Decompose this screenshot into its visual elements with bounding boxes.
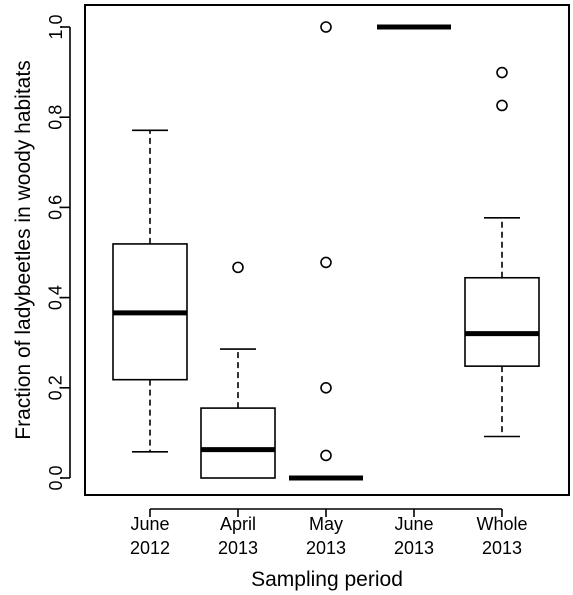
x-axis: June 2012 April 2013 May 2013 June 2013 Whole 201… — [130, 508, 528, 558]
y-axis-title: Fraction of ladybeetles in woody habitat… — [12, 60, 35, 439]
x-tick-label-line2: 2013 — [306, 538, 346, 558]
box-group — [289, 21, 363, 481]
box-group — [200, 261, 276, 479]
box-marks — [112, 21, 540, 481]
plot-frame — [84, 4, 570, 496]
x-tick-label-line2: 2013 — [394, 538, 434, 558]
x-tick-label-line2: 2013 — [218, 538, 258, 558]
y-tick-label: 0.8 — [46, 105, 66, 130]
x-axis-title: Sampling period — [251, 568, 403, 591]
y-tick-label: 0.4 — [46, 285, 66, 310]
box-group — [464, 66, 540, 438]
x-tick-label-line1: June — [394, 514, 433, 534]
y-tick-label: 0.6 — [46, 195, 66, 220]
x-tick-label-line2: 2013 — [482, 538, 522, 558]
y-axis: 0.0 0.2 0.4 0.6 0.8 1.0 — [46, 14, 71, 491]
outlier-point — [232, 261, 244, 274]
x-tick-label-line2: 2012 — [130, 538, 170, 558]
outlier-point — [320, 21, 332, 33]
outlier-point — [320, 381, 332, 394]
y-tick-label: 1.0 — [46, 14, 66, 39]
box-iqr — [200, 407, 276, 479]
y-tick-label: 0.0 — [46, 465, 66, 490]
x-tick-label-line1: April — [220, 514, 256, 534]
box-group — [112, 129, 188, 453]
x-tick-label-line1: June — [130, 514, 169, 534]
x-tick-label-line1: May — [309, 514, 343, 534]
outlier-point — [496, 66, 508, 79]
x-tick-label-line1: Whole — [476, 514, 527, 534]
outlier-point — [320, 256, 332, 269]
outlier-point — [496, 99, 508, 112]
y-tick-label: 0.2 — [46, 375, 66, 400]
outlier-point — [320, 449, 332, 462]
box-iqr — [464, 276, 540, 367]
